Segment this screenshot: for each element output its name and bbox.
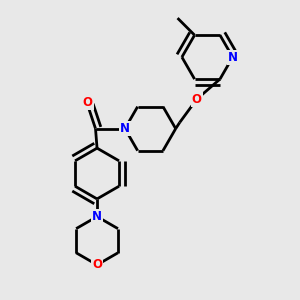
Text: N: N	[120, 122, 130, 135]
Text: O: O	[83, 96, 93, 110]
Text: O: O	[92, 258, 102, 272]
Text: O: O	[192, 93, 202, 106]
Text: N: N	[228, 51, 238, 64]
Text: N: N	[92, 210, 102, 223]
